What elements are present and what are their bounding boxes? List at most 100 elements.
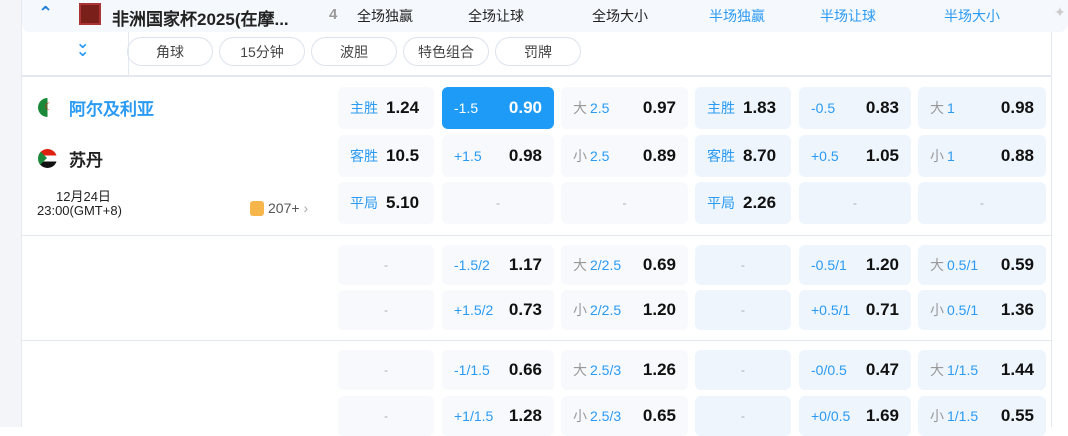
odds-line: +0.5/1 — [811, 302, 851, 318]
odds-value: 10.5 — [386, 146, 420, 165]
empty-odds: - — [741, 363, 745, 377]
odds-cell[interactable]: - — [695, 350, 791, 390]
empty-odds: - — [741, 303, 745, 317]
odds-cell[interactable]: 大 2.5/3 1.26 — [561, 350, 688, 390]
odds-cell[interactable]: -0.5 0.83 — [799, 87, 911, 129]
odds-cell[interactable]: - — [338, 290, 434, 330]
odds-cell[interactable]: 小 0.5/1 1.36 — [918, 290, 1046, 330]
odds-cell[interactable]: 主胜 1.24 — [338, 87, 434, 129]
odds-cell[interactable]: 小 2.5 0.89 — [561, 135, 688, 177]
odds-line: -0/0.5 — [811, 362, 847, 378]
odds-line: 平局 — [707, 195, 735, 211]
odds-side: 小 — [930, 148, 944, 164]
odds-cell[interactable]: 平局 2.26 — [695, 182, 791, 224]
empty-odds: - — [384, 303, 388, 317]
odds-cell[interactable]: - — [918, 182, 1046, 224]
scrollbar-track[interactable] — [1051, 32, 1052, 427]
more-markets-button[interactable]: 207+ › — [250, 200, 308, 216]
algeria-flag-icon: ☾ — [38, 98, 57, 117]
odds-cell[interactable]: 小 1 0.88 — [918, 135, 1046, 177]
odds-cell[interactable]: 大 1/1.5 1.44 — [918, 350, 1046, 390]
filter-cards[interactable]: 罚牌 — [495, 37, 581, 66]
odds-line: 0.5/1 — [947, 302, 979, 318]
odds-side: 大 — [573, 362, 587, 378]
odds-side: 大 — [573, 257, 587, 273]
odds-cell[interactable]: 小 2/2.5 1.20 — [561, 290, 688, 330]
odds-value: 0.55 — [1000, 406, 1034, 425]
odds-value: 1.69 — [865, 406, 899, 425]
odds-line: +0/0.5 — [811, 408, 851, 424]
odds-cell[interactable]: - — [338, 396, 434, 436]
odds-line: 主胜 — [350, 100, 378, 116]
pin-icon[interactable]: ✦ — [1054, 4, 1066, 20]
filter-15min[interactable]: 15分钟 — [219, 37, 305, 66]
odds-cell[interactable]: 大 0.5/1 0.59 — [918, 245, 1046, 285]
tab-full-handicap[interactable]: 全场让球 — [468, 8, 524, 24]
odds-cell[interactable]: +1.5 0.98 — [442, 135, 554, 177]
odds-value: 0.97 — [642, 98, 676, 117]
odds-cell[interactable]: 大 1 0.98 — [918, 87, 1046, 129]
market-filter-bar: ⌄ ⌄ 角球 15分钟 波胆 特色组合 罚牌 — [22, 32, 1052, 77]
odds-cell[interactable]: - — [338, 350, 434, 390]
odds-value: 0.47 — [865, 360, 899, 379]
odds-cell[interactable]: 主胜 1.83 — [695, 87, 791, 129]
expand-double-chevron-icon[interactable]: ⌄ ⌄ — [76, 35, 90, 60]
odds-cell[interactable]: - — [799, 182, 911, 224]
odds-cell[interactable]: +1/1.5 1.28 — [442, 396, 554, 436]
odds-cell[interactable]: +1.5/2 0.73 — [442, 290, 554, 330]
odds-cell[interactable]: -1.5 0.90 — [442, 87, 554, 129]
odds-cell[interactable]: - — [695, 245, 791, 285]
odds-value: 1.20 — [865, 255, 899, 274]
away-team[interactable]: 苏丹 — [38, 146, 103, 171]
odds-cell[interactable]: +0.5 1.05 — [799, 135, 911, 177]
odds-cell[interactable]: -1/1.5 0.66 — [442, 350, 554, 390]
more-markets-count: 207+ — [268, 200, 300, 216]
odds-cell[interactable]: - — [561, 182, 688, 224]
odds-value: 1.20 — [642, 300, 676, 319]
odds-value: 1.44 — [1000, 360, 1034, 379]
home-team[interactable]: ☾ 阿尔及利亚 — [38, 95, 154, 120]
odds-side: 大 — [930, 362, 944, 378]
odds-cell[interactable]: - — [695, 290, 791, 330]
odds-cell[interactable]: 大 2/2.5 0.69 — [561, 245, 688, 285]
odds-value: 1.28 — [508, 406, 542, 425]
odds-line: +1.5 — [454, 148, 482, 164]
tab-half-1x2[interactable]: 半场独赢 — [709, 8, 765, 24]
tab-full-over-under[interactable]: 全场大小 — [592, 8, 648, 24]
odds-cell[interactable]: 小 1/1.5 0.55 — [918, 396, 1046, 436]
sudan-flag-icon — [38, 149, 57, 168]
odds-value: 0.83 — [865, 98, 899, 117]
league-logo-icon — [79, 3, 101, 25]
league-title[interactable]: 非洲国家杯2025(在摩... — [112, 10, 289, 29]
markets-list-icon — [250, 200, 264, 216]
odds-cell[interactable]: -1.5/2 1.17 — [442, 245, 554, 285]
collapse-chevron-up-icon[interactable]: ⌃ — [38, 3, 54, 23]
tab-half-handicap[interactable]: 半场让球 — [820, 8, 876, 24]
odds-value: 1.17 — [508, 255, 542, 274]
odds-line: 客胜 — [707, 148, 735, 164]
filter-corners[interactable]: 角球 — [127, 37, 213, 66]
block-divider — [22, 340, 1052, 341]
odds-value: 1.05 — [865, 146, 899, 165]
odds-cell[interactable]: +0/0.5 1.69 — [799, 396, 911, 436]
league-header: ⌃ 非洲国家杯2025(在摩... 4 全场独赢 全场让球 全场大小 半场独赢 … — [22, 0, 1068, 32]
odds-cell[interactable]: 平局 5.10 — [338, 182, 434, 224]
tab-full-1x2[interactable]: 全场独赢 — [357, 8, 413, 24]
odds-cell[interactable]: - — [442, 182, 554, 224]
filter-specials[interactable]: 特色组合 — [403, 37, 489, 66]
odds-cell[interactable]: -0.5/1 1.20 — [799, 245, 911, 285]
filter-correct-score[interactable]: 波胆 — [311, 37, 397, 66]
odds-line: -1.5 — [454, 100, 479, 116]
odds-cell[interactable]: +0.5/1 0.71 — [799, 290, 911, 330]
odds-cell[interactable]: 大 2.5 0.97 — [561, 87, 688, 129]
odds-cell[interactable]: 客胜 10.5 — [338, 135, 434, 177]
odds-cell[interactable]: 小 2.5/3 0.65 — [561, 396, 688, 436]
odds-value: 0.69 — [642, 255, 676, 274]
odds-cell[interactable]: 客胜 8.70 — [695, 135, 791, 177]
odds-cell[interactable]: - — [338, 245, 434, 285]
odds-line: 1 — [947, 100, 955, 116]
odds-side: 大 — [930, 100, 944, 116]
odds-cell[interactable]: -0/0.5 0.47 — [799, 350, 911, 390]
odds-cell[interactable]: - — [695, 396, 791, 436]
tab-half-over-under[interactable]: 半场大小 — [944, 8, 1000, 24]
